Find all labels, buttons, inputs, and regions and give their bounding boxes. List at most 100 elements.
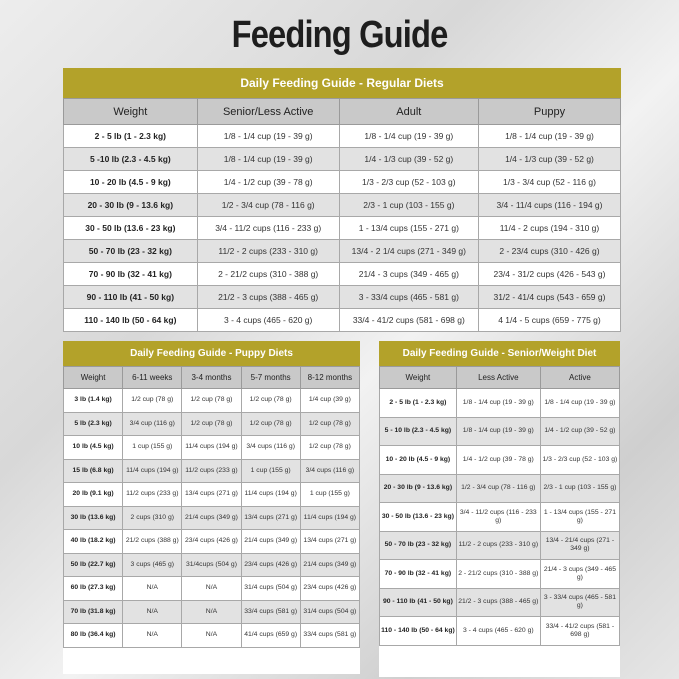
weight-cell: 90 - 110 lb (41 - 50 kg) <box>379 587 457 617</box>
weight-cell: 50 lb (22.7 kg) <box>62 552 124 577</box>
portion-cell: 1/4 - 1/3 cup (39 - 52 g) <box>477 147 622 171</box>
table-row: 50 - 70 lb (23 - 32 kg) 11/2 - 2 cups (23… <box>379 530 621 560</box>
table-row: 5 - 10 lb (2.3 - 4.5 kg) 1/8 - 1/4 cup (1… <box>379 416 621 446</box>
table-row: 2 - 5 lb (1 - 2.3 kg) 1/8 - 1/4 cup (19 -… <box>63 124 622 148</box>
table-row: 5 -10 lb (2.3 - 4.5 kg) 1/8 - 1/4 cup (19… <box>63 147 622 171</box>
weight-cell: 5 lb (2.3 kg) <box>62 411 124 436</box>
column-header-8-12-months: 8-12 months <box>299 366 361 389</box>
table-row: 2 - 5 lb (1 - 2.3 kg) 1/8 - 1/4 cup (19 -… <box>379 388 621 418</box>
portion-cell: 1/8 - 1/4 cup (19 - 39 g) <box>338 124 479 148</box>
senior-weight-diet-table: Daily Feeding Guide - Senior/Weight Diet… <box>379 341 621 677</box>
weight-cell: 50 - 70 lb (23 - 32 kg) <box>379 530 457 560</box>
column-header-active: Active <box>539 366 621 389</box>
portion-cell: 23/4 cups (426 g) <box>240 552 301 577</box>
table-row: 110 - 140 lb (50 - 64 kg) 3 - 4 cups (465… <box>379 616 621 646</box>
portion-cell: 3 cups (465 g) <box>122 552 183 577</box>
column-header-adult: Adult <box>338 98 479 125</box>
table-row: 30 - 50 lb (13.6 - 23 kg) 3/4 - 11/2 cups… <box>379 502 621 532</box>
portion-cell: 1/8 - 1/4 cup (19 - 39 g) <box>455 416 541 446</box>
portion-cell: 1/3 - 2/3 cup (52 - 103 g) <box>539 445 621 475</box>
portion-cell: 3 - 33/4 cups (465 - 581 g) <box>539 587 621 617</box>
portion-cell: 3/4 - 11/4 cups (116 - 194 g) <box>477 193 622 217</box>
weight-cell: 10 - 20 lb (4.5 - 9 kg) <box>63 170 198 194</box>
portion-cell: 1/4 - 1/2 cup (39 - 52 g) <box>539 416 621 446</box>
table-row: 30 lb (13.6 kg) 2 cups (310 g) 21/4 cups (… <box>62 505 361 530</box>
weight-cell: 60 lb (27.3 kg) <box>62 576 124 601</box>
portion-cell: 11/2 cups (233 g) <box>181 458 242 483</box>
portion-cell: 1 cup (155 g) <box>299 482 361 507</box>
portion-cell: 33/4 cups (581 g) <box>299 623 361 648</box>
portion-cell: 1/2 - 3/4 cup (78 - 116 g) <box>455 473 541 503</box>
table-row: 5 lb (2.3 kg) 3/4 cup (116 g) 1/2 cup (78 … <box>62 411 361 436</box>
portion-cell: 13/4 cups (271 g) <box>299 529 361 554</box>
weight-cell: 50 - 70 lb (23 - 32 kg) <box>63 239 198 263</box>
portion-cell: 1 - 13/4 cups (155 - 271 g) <box>338 216 479 240</box>
portion-cell: 11/2 cups (233 g) <box>122 482 183 507</box>
portion-cell: 2 - 21/2 cups (310 - 388 g) <box>196 262 340 286</box>
portion-cell: 1/4 - 1/2 cup (39 - 78 g) <box>455 445 541 475</box>
portion-cell: 3 - 4 cups (465 - 620 g) <box>455 616 541 646</box>
table-row: 20 lb (9.1 kg) 11/2 cups (233 g) 13/4 cups… <box>62 482 361 507</box>
portion-cell: 1/4 - 1/3 cup (39 - 52 g) <box>338 147 479 171</box>
senior-weight-diet-heading: Daily Feeding Guide - Senior/Weight Diet <box>379 341 620 366</box>
weight-cell: 15 lb (6.8 kg) <box>62 458 124 483</box>
weight-cell: 5 - 10 lb (2.3 - 4.5 kg) <box>379 416 457 446</box>
portion-cell: 11/4 - 2 cups (194 - 310 g) <box>477 216 622 240</box>
portion-cell: 33/4 - 41/2 cups (581 - 698 g) <box>539 616 621 646</box>
weight-cell: 30 lb (13.6 kg) <box>62 505 124 530</box>
portion-cell: 11/4 cups (194 g) <box>181 435 242 460</box>
column-header-less-active: Less Active <box>455 366 541 389</box>
weight-cell: 5 -10 lb (2.3 - 4.5 kg) <box>63 147 198 171</box>
portion-cell: 11/2 - 2 cups (233 - 310 g) <box>455 530 541 560</box>
portion-cell: 3/4 cups (116 g) <box>299 458 361 483</box>
portion-cell: 21/4 cups (349 g) <box>240 529 301 554</box>
table-row: 10 - 20 lb (4.5 - 9 kg) 1/4 - 1/2 cup (39… <box>379 445 621 475</box>
portion-cell: 1/8 - 1/4 cup (19 - 39 g) <box>455 388 541 418</box>
regular-diets-body: 2 - 5 lb (1 - 2.3 kg) 1/8 - 1/4 cup (19 -… <box>63 124 622 332</box>
weight-cell: 10 - 20 lb (4.5 - 9 kg) <box>379 445 457 475</box>
portion-cell: 21/2 - 3 cups (388 - 465 g) <box>196 285 340 309</box>
weight-cell: 20 lb (9.1 kg) <box>62 482 124 507</box>
portion-cell: 21/4 - 3 cups (349 - 465 g) <box>539 559 621 589</box>
table-row: 15 lb (6.8 kg) 11/4 cups (194 g) 11/2 cups… <box>62 458 361 483</box>
portion-cell: 13/4 - 21/4 cups (271 - 349 g) <box>539 530 621 560</box>
portion-cell: 1/8 - 1/4 cup (19 - 39 g) <box>196 147 340 171</box>
table-row: 70 lb (31.8 kg) N/A N/A 33/4 cups (581 g) 31… <box>62 599 361 624</box>
portion-cell: 2 - 21/2 cups (310 - 388 g) <box>455 559 541 589</box>
regular-diets-table: Daily Feeding Guide - Regular Diets Weig… <box>63 68 622 332</box>
portion-cell: 2 cups (310 g) <box>122 505 183 530</box>
weight-cell: 30 - 50 lb (13.6 - 23 kg) <box>63 216 198 240</box>
portion-cell: 2/3 - 1 cup (103 - 155 g) <box>338 193 479 217</box>
portion-cell: N/A <box>181 576 242 601</box>
column-header-weight: Weight <box>63 98 198 125</box>
portion-cell: 3/4 cup (116 g) <box>122 411 183 436</box>
portion-cell: 33/4 cups (581 g) <box>240 599 301 624</box>
portion-cell: 23/4 - 31/2 cups (426 - 543 g) <box>477 262 622 286</box>
portion-cell: 31/2 - 41/4 cups (543 - 659 g) <box>477 285 622 309</box>
portion-cell: 1/2 cup (78 g) <box>299 411 361 436</box>
portion-cell: 21/2 - 3 cups (388 - 465 g) <box>455 587 541 617</box>
portion-cell: 2/3 - 1 cup (103 - 155 g) <box>539 473 621 503</box>
portion-cell: 23/4 cups (426 g) <box>181 529 242 554</box>
portion-cell: 1/3 - 2/3 cup (52 - 103 g) <box>338 170 479 194</box>
portion-cell: 3/4 - 11/2 cups (116 - 233 g) <box>455 502 541 532</box>
table-row: 10 lb (4.5 kg) 1 cup (155 g) 11/4 cups (19… <box>62 435 361 460</box>
portion-cell: 1/8 - 1/4 cup (19 - 39 g) <box>196 124 340 148</box>
portion-cell: 1 cup (155 g) <box>240 458 301 483</box>
portion-cell: 13/4 cups (271 g) <box>181 482 242 507</box>
portion-cell: 1/2 cup (78 g) <box>240 411 301 436</box>
portion-cell: 23/4 cups (426 g) <box>299 576 361 601</box>
weight-cell: 40 lb (18.2 kg) <box>62 529 124 554</box>
table-row: 80 lb (36.4 kg) N/A N/A 41/4 cups (659 g) 33… <box>62 623 361 648</box>
table-row: 40 lb (18.2 kg) 21/2 cups (388 g) 23/4 cup… <box>62 529 361 554</box>
portion-cell: N/A <box>122 599 183 624</box>
table-row: 10 - 20 lb (4.5 - 9 kg) 1/4 - 1/2 cup (39… <box>63 170 622 194</box>
portion-cell: 41/4 cups (659 g) <box>240 623 301 648</box>
table-row: 70 - 90 lb (32 - 41 kg) 2 - 21/2 cups (31… <box>63 262 622 286</box>
portion-cell: 13/4 - 2 1/4 cups (271 - 349 g) <box>338 239 479 263</box>
column-header-3-4-months: 3-4 months <box>181 366 242 389</box>
portion-cell: 1/2 cup (78 g) <box>181 411 242 436</box>
table-row: 90 - 110 lb (41 - 50 kg) 21/2 - 3 cups (3… <box>379 587 621 617</box>
portion-cell: 1/2 cup (78 g) <box>299 435 361 460</box>
table-row: 110 - 140 lb (50 - 64 kg) 3 - 4 cups (465… <box>63 308 622 332</box>
